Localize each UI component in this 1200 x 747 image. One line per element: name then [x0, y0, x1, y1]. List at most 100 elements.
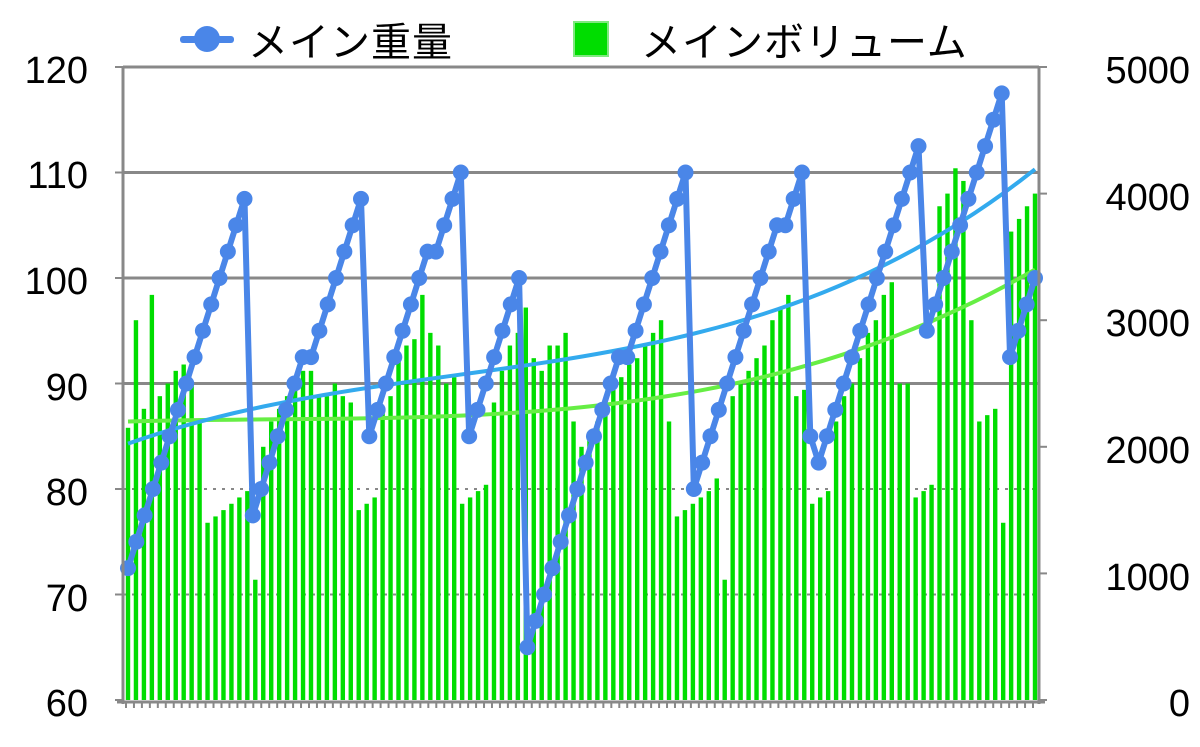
left-axis-tick: 60: [45, 683, 88, 725]
volume-bar: [897, 383, 902, 700]
weight-marker: [910, 138, 927, 155]
weight-marker: [536, 586, 553, 603]
weight-marker: [735, 322, 752, 339]
weight-marker: [1010, 322, 1027, 339]
volume-bar: [412, 339, 417, 700]
weight-marker: [377, 375, 394, 392]
volume-bar: [205, 522, 210, 700]
weight-marker: [203, 296, 220, 313]
volume-bar: [627, 364, 632, 700]
weight-marker: [486, 349, 503, 366]
weight-marker: [868, 270, 885, 286]
gridlines: [123, 65, 1039, 596]
volume-bar: [141, 408, 147, 700]
weight-marker: [585, 428, 602, 445]
volume-bar: [985, 415, 990, 700]
volume-bar: [261, 446, 266, 700]
volume-bar: [961, 180, 966, 700]
weight-marker: [328, 270, 345, 286]
weight-marker: [927, 296, 944, 313]
right-axis-tick: 1000: [1105, 557, 1190, 599]
volume-bar: [165, 383, 170, 700]
weight-marker: [344, 217, 361, 234]
weight-marker: [893, 190, 910, 207]
volume-bar: [778, 307, 783, 700]
weight-marker: [236, 190, 253, 207]
volume-bar: [1024, 206, 1030, 700]
volume-bar: [953, 168, 958, 700]
left-axis-tick: 120: [24, 50, 88, 92]
volume-bar: [913, 497, 918, 700]
volume-bar: [237, 497, 242, 700]
right-axis-tick: 3000: [1105, 303, 1190, 345]
weight-marker: [253, 481, 270, 497]
right-axis-tick: 0: [1168, 683, 1190, 725]
volume-bar: [857, 358, 863, 700]
weight-marker: [744, 296, 761, 313]
weight-marker: [552, 533, 569, 550]
weight-marker: [544, 560, 561, 577]
volume-bar: [611, 389, 616, 700]
weight-marker: [785, 190, 802, 207]
volume-bar: [356, 510, 361, 700]
volume-bar: [452, 377, 457, 700]
weight-marker: [619, 349, 636, 366]
weight-marker: [877, 243, 894, 260]
weight-marker: [178, 375, 195, 392]
volume-bar: [189, 383, 194, 700]
legend: メイン重量 メインボリューム: [180, 14, 1088, 66]
volume-bar: [499, 370, 505, 700]
volume-bar: [841, 396, 847, 700]
weight-marker: [810, 454, 827, 471]
weight-marker: [369, 401, 386, 418]
weight-marker: [527, 612, 544, 629]
volume-bar: [698, 497, 704, 700]
volume-bar: [929, 484, 934, 700]
volume-bar: [428, 332, 433, 700]
volume-bar: [579, 446, 584, 700]
volume-bar: [221, 510, 226, 700]
weight-marker: [569, 481, 586, 497]
weight-marker: [802, 428, 819, 445]
weight-marker: [760, 243, 777, 260]
weight-marker: [885, 217, 902, 234]
left-axis-tick: 100: [24, 261, 88, 303]
volume-bar: [539, 370, 544, 700]
weight-marker: [777, 217, 794, 234]
weight-marker: [452, 164, 469, 181]
weight-marker: [352, 190, 369, 207]
weight-marker: [1027, 270, 1043, 286]
volume-bar: [436, 345, 441, 700]
legend-item-weight[interactable]: メイン重量: [180, 10, 453, 68]
volume-bar: [324, 396, 330, 700]
weight-marker: [1018, 296, 1035, 313]
left-axis-tick: 80: [45, 472, 88, 514]
weight-marker: [427, 243, 444, 260]
volume-bar: [1000, 522, 1006, 700]
weight-marker: [461, 428, 478, 445]
volume-bar: [173, 370, 178, 700]
volume-bar: [595, 421, 600, 700]
weight-marker: [860, 296, 877, 313]
volume-bar: [619, 377, 624, 700]
axes: [115, 66, 1047, 708]
weight-marker: [286, 375, 303, 392]
legend-item-volume[interactable]: メインボリューム: [573, 10, 968, 68]
volume-bar: [810, 503, 815, 700]
volume-bar: [491, 402, 497, 700]
weight-marker: [219, 243, 236, 260]
volume-bar: [786, 294, 791, 700]
volume-bar: [738, 383, 743, 700]
volume-bar: [746, 370, 751, 700]
volume-bar: [650, 332, 656, 700]
weight-marker: [319, 296, 336, 313]
volume-bar: [1016, 218, 1022, 701]
volume-bar: [372, 497, 377, 700]
volume-bar: [865, 332, 871, 700]
volume-bar: [467, 497, 473, 700]
weight-marker: [278, 401, 295, 418]
weight-marker: [477, 375, 494, 392]
volume-bar: [340, 396, 346, 700]
volume-bar: [634, 358, 640, 700]
weight-marker: [511, 270, 528, 286]
